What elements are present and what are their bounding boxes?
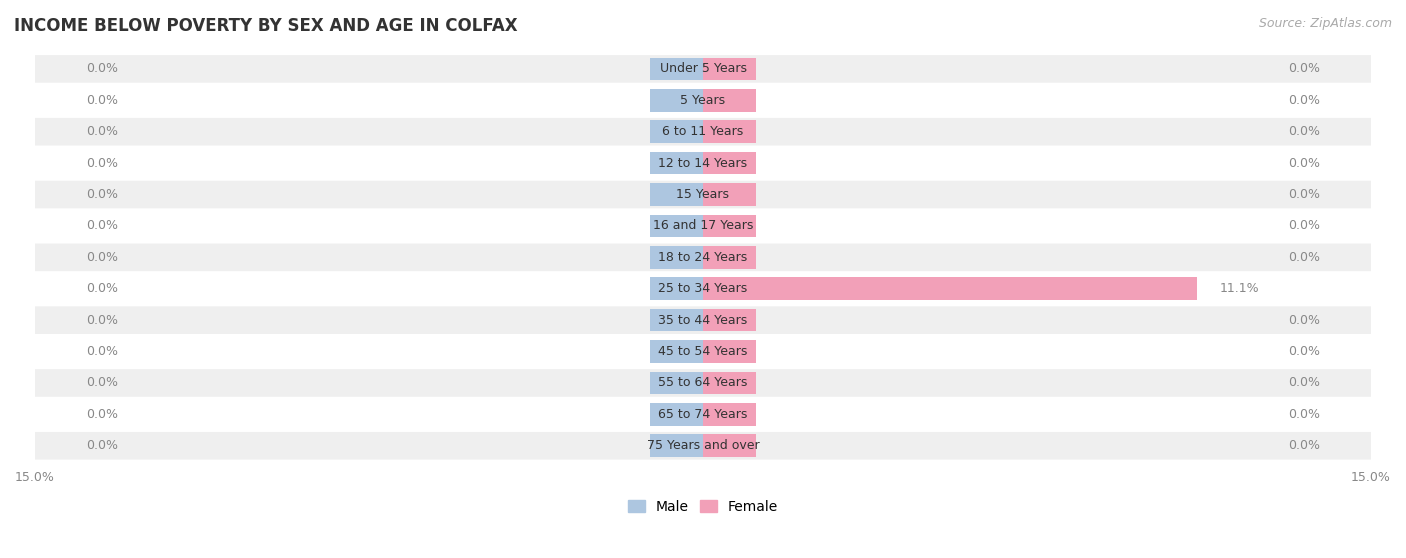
Text: 0.0%: 0.0% bbox=[1288, 188, 1320, 201]
Bar bbox=[650, 372, 703, 395]
Text: 0.0%: 0.0% bbox=[1288, 408, 1320, 421]
Text: 0.0%: 0.0% bbox=[1288, 219, 1320, 233]
FancyBboxPatch shape bbox=[34, 432, 1372, 460]
Text: 0.0%: 0.0% bbox=[1288, 62, 1320, 75]
FancyBboxPatch shape bbox=[34, 275, 1372, 302]
Text: 0.0%: 0.0% bbox=[1288, 314, 1320, 326]
Text: 55 to 64 Years: 55 to 64 Years bbox=[658, 377, 748, 389]
FancyBboxPatch shape bbox=[34, 401, 1372, 428]
Text: 45 to 54 Years: 45 to 54 Years bbox=[658, 345, 748, 358]
Text: INCOME BELOW POVERTY BY SEX AND AGE IN COLFAX: INCOME BELOW POVERTY BY SEX AND AGE IN C… bbox=[14, 17, 517, 35]
Bar bbox=[703, 309, 756, 331]
Text: Under 5 Years: Under 5 Years bbox=[659, 62, 747, 75]
Bar bbox=[703, 372, 756, 395]
Bar bbox=[703, 89, 756, 112]
FancyBboxPatch shape bbox=[34, 369, 1372, 397]
Text: 16 and 17 Years: 16 and 17 Years bbox=[652, 219, 754, 233]
Text: 0.0%: 0.0% bbox=[86, 439, 118, 453]
FancyBboxPatch shape bbox=[34, 181, 1372, 208]
Bar bbox=[703, 215, 756, 237]
Bar bbox=[703, 57, 756, 80]
Text: 18 to 24 Years: 18 to 24 Years bbox=[658, 251, 748, 264]
Text: 0.0%: 0.0% bbox=[86, 62, 118, 75]
Bar bbox=[650, 403, 703, 426]
FancyBboxPatch shape bbox=[34, 243, 1372, 271]
FancyBboxPatch shape bbox=[34, 86, 1372, 114]
Bar bbox=[703, 246, 756, 268]
Bar bbox=[650, 89, 703, 112]
Text: 6 to 11 Years: 6 to 11 Years bbox=[662, 125, 744, 138]
Text: 0.0%: 0.0% bbox=[1288, 345, 1320, 358]
Bar bbox=[650, 57, 703, 80]
Bar bbox=[703, 183, 756, 206]
Text: 11.1%: 11.1% bbox=[1219, 282, 1260, 295]
Bar bbox=[703, 340, 756, 363]
Text: 0.0%: 0.0% bbox=[86, 94, 118, 107]
Bar bbox=[703, 121, 756, 143]
Text: 0.0%: 0.0% bbox=[86, 377, 118, 389]
Text: 0.0%: 0.0% bbox=[86, 408, 118, 421]
FancyBboxPatch shape bbox=[34, 338, 1372, 365]
Text: Source: ZipAtlas.com: Source: ZipAtlas.com bbox=[1258, 17, 1392, 30]
Bar bbox=[650, 309, 703, 331]
Bar bbox=[650, 435, 703, 457]
Bar bbox=[703, 152, 756, 175]
Text: 0.0%: 0.0% bbox=[86, 345, 118, 358]
Text: 15 Years: 15 Years bbox=[676, 188, 730, 201]
Bar bbox=[650, 277, 703, 300]
Text: 0.0%: 0.0% bbox=[1288, 439, 1320, 453]
FancyBboxPatch shape bbox=[34, 150, 1372, 177]
Bar bbox=[650, 246, 703, 268]
Text: 0.0%: 0.0% bbox=[86, 219, 118, 233]
Bar bbox=[650, 183, 703, 206]
Text: 0.0%: 0.0% bbox=[86, 157, 118, 170]
Bar bbox=[650, 121, 703, 143]
Text: 0.0%: 0.0% bbox=[1288, 157, 1320, 170]
Text: 0.0%: 0.0% bbox=[1288, 125, 1320, 138]
Text: 0.0%: 0.0% bbox=[1288, 94, 1320, 107]
Bar bbox=[703, 277, 1198, 300]
Text: 35 to 44 Years: 35 to 44 Years bbox=[658, 314, 748, 326]
Text: 65 to 74 Years: 65 to 74 Years bbox=[658, 408, 748, 421]
Text: 5 Years: 5 Years bbox=[681, 94, 725, 107]
Text: 0.0%: 0.0% bbox=[86, 188, 118, 201]
Bar bbox=[650, 215, 703, 237]
Bar bbox=[703, 435, 756, 457]
FancyBboxPatch shape bbox=[34, 55, 1372, 83]
FancyBboxPatch shape bbox=[34, 118, 1372, 146]
Text: 0.0%: 0.0% bbox=[86, 251, 118, 264]
Text: 75 Years and over: 75 Years and over bbox=[647, 439, 759, 453]
Text: 12 to 14 Years: 12 to 14 Years bbox=[658, 157, 748, 170]
FancyBboxPatch shape bbox=[34, 306, 1372, 334]
Text: 25 to 34 Years: 25 to 34 Years bbox=[658, 282, 748, 295]
Text: 0.0%: 0.0% bbox=[86, 125, 118, 138]
Text: 0.0%: 0.0% bbox=[86, 282, 118, 295]
Bar bbox=[650, 152, 703, 175]
Bar bbox=[703, 403, 756, 426]
Legend: Male, Female: Male, Female bbox=[628, 499, 778, 513]
FancyBboxPatch shape bbox=[34, 212, 1372, 240]
Text: 0.0%: 0.0% bbox=[86, 314, 118, 326]
Text: 0.0%: 0.0% bbox=[1288, 251, 1320, 264]
Text: 0.0%: 0.0% bbox=[1288, 377, 1320, 389]
Bar bbox=[650, 340, 703, 363]
